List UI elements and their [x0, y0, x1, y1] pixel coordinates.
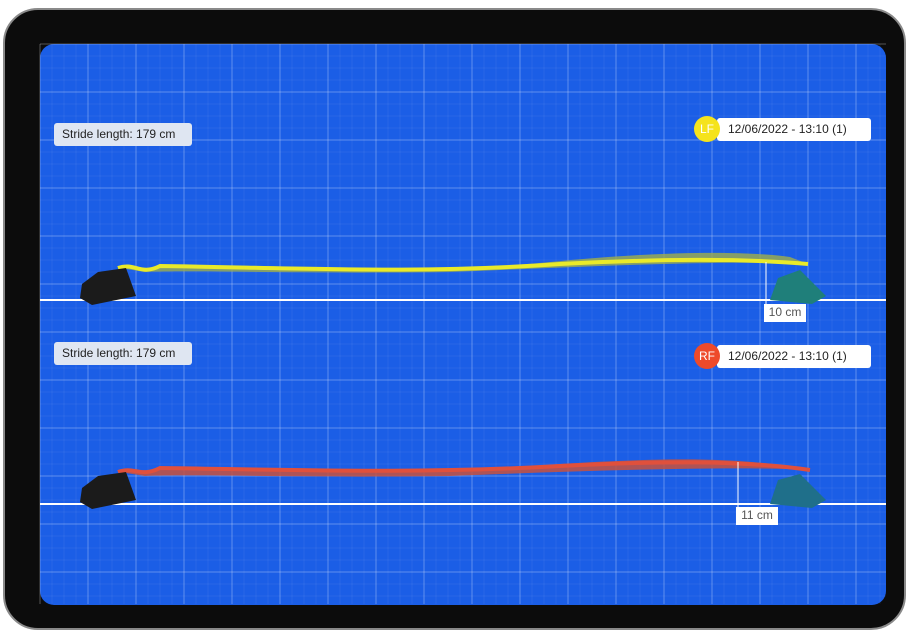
height-label-box — [764, 304, 806, 322]
date-label: 12/06/2022 - 13:10 (1) — [728, 122, 847, 136]
hoof-end — [770, 474, 826, 508]
badge-label: LF — [700, 122, 714, 136]
stride-label-box — [54, 123, 192, 146]
trajectory-band — [120, 252, 808, 273]
height-label: 10 cm — [769, 305, 802, 319]
badge — [694, 343, 720, 369]
hoof-start — [80, 268, 136, 305]
date-box — [717, 118, 871, 141]
height-label: 11 cm — [741, 508, 773, 522]
date-label: 12/06/2022 - 13:10 (1) — [728, 349, 847, 363]
stride-label: Stride length: 179 cm — [62, 346, 175, 360]
height-label-box — [736, 507, 778, 525]
trajectory — [117, 460, 811, 475]
date-box — [717, 345, 871, 368]
trajectory — [117, 257, 809, 272]
panel-right-front: Stride length: 179 cm RF 12/06/2022 - 13… — [40, 342, 886, 525]
stride-label: Stride length: 179 cm — [62, 127, 175, 141]
panel-left-front: Stride length: 179 cm LF 12/06/2022 - 13… — [40, 116, 886, 322]
badge-label: RF — [699, 349, 715, 363]
hoof-start — [80, 472, 136, 509]
hoof-end — [770, 270, 826, 304]
badge — [694, 116, 720, 142]
stride-label-box — [54, 342, 192, 365]
